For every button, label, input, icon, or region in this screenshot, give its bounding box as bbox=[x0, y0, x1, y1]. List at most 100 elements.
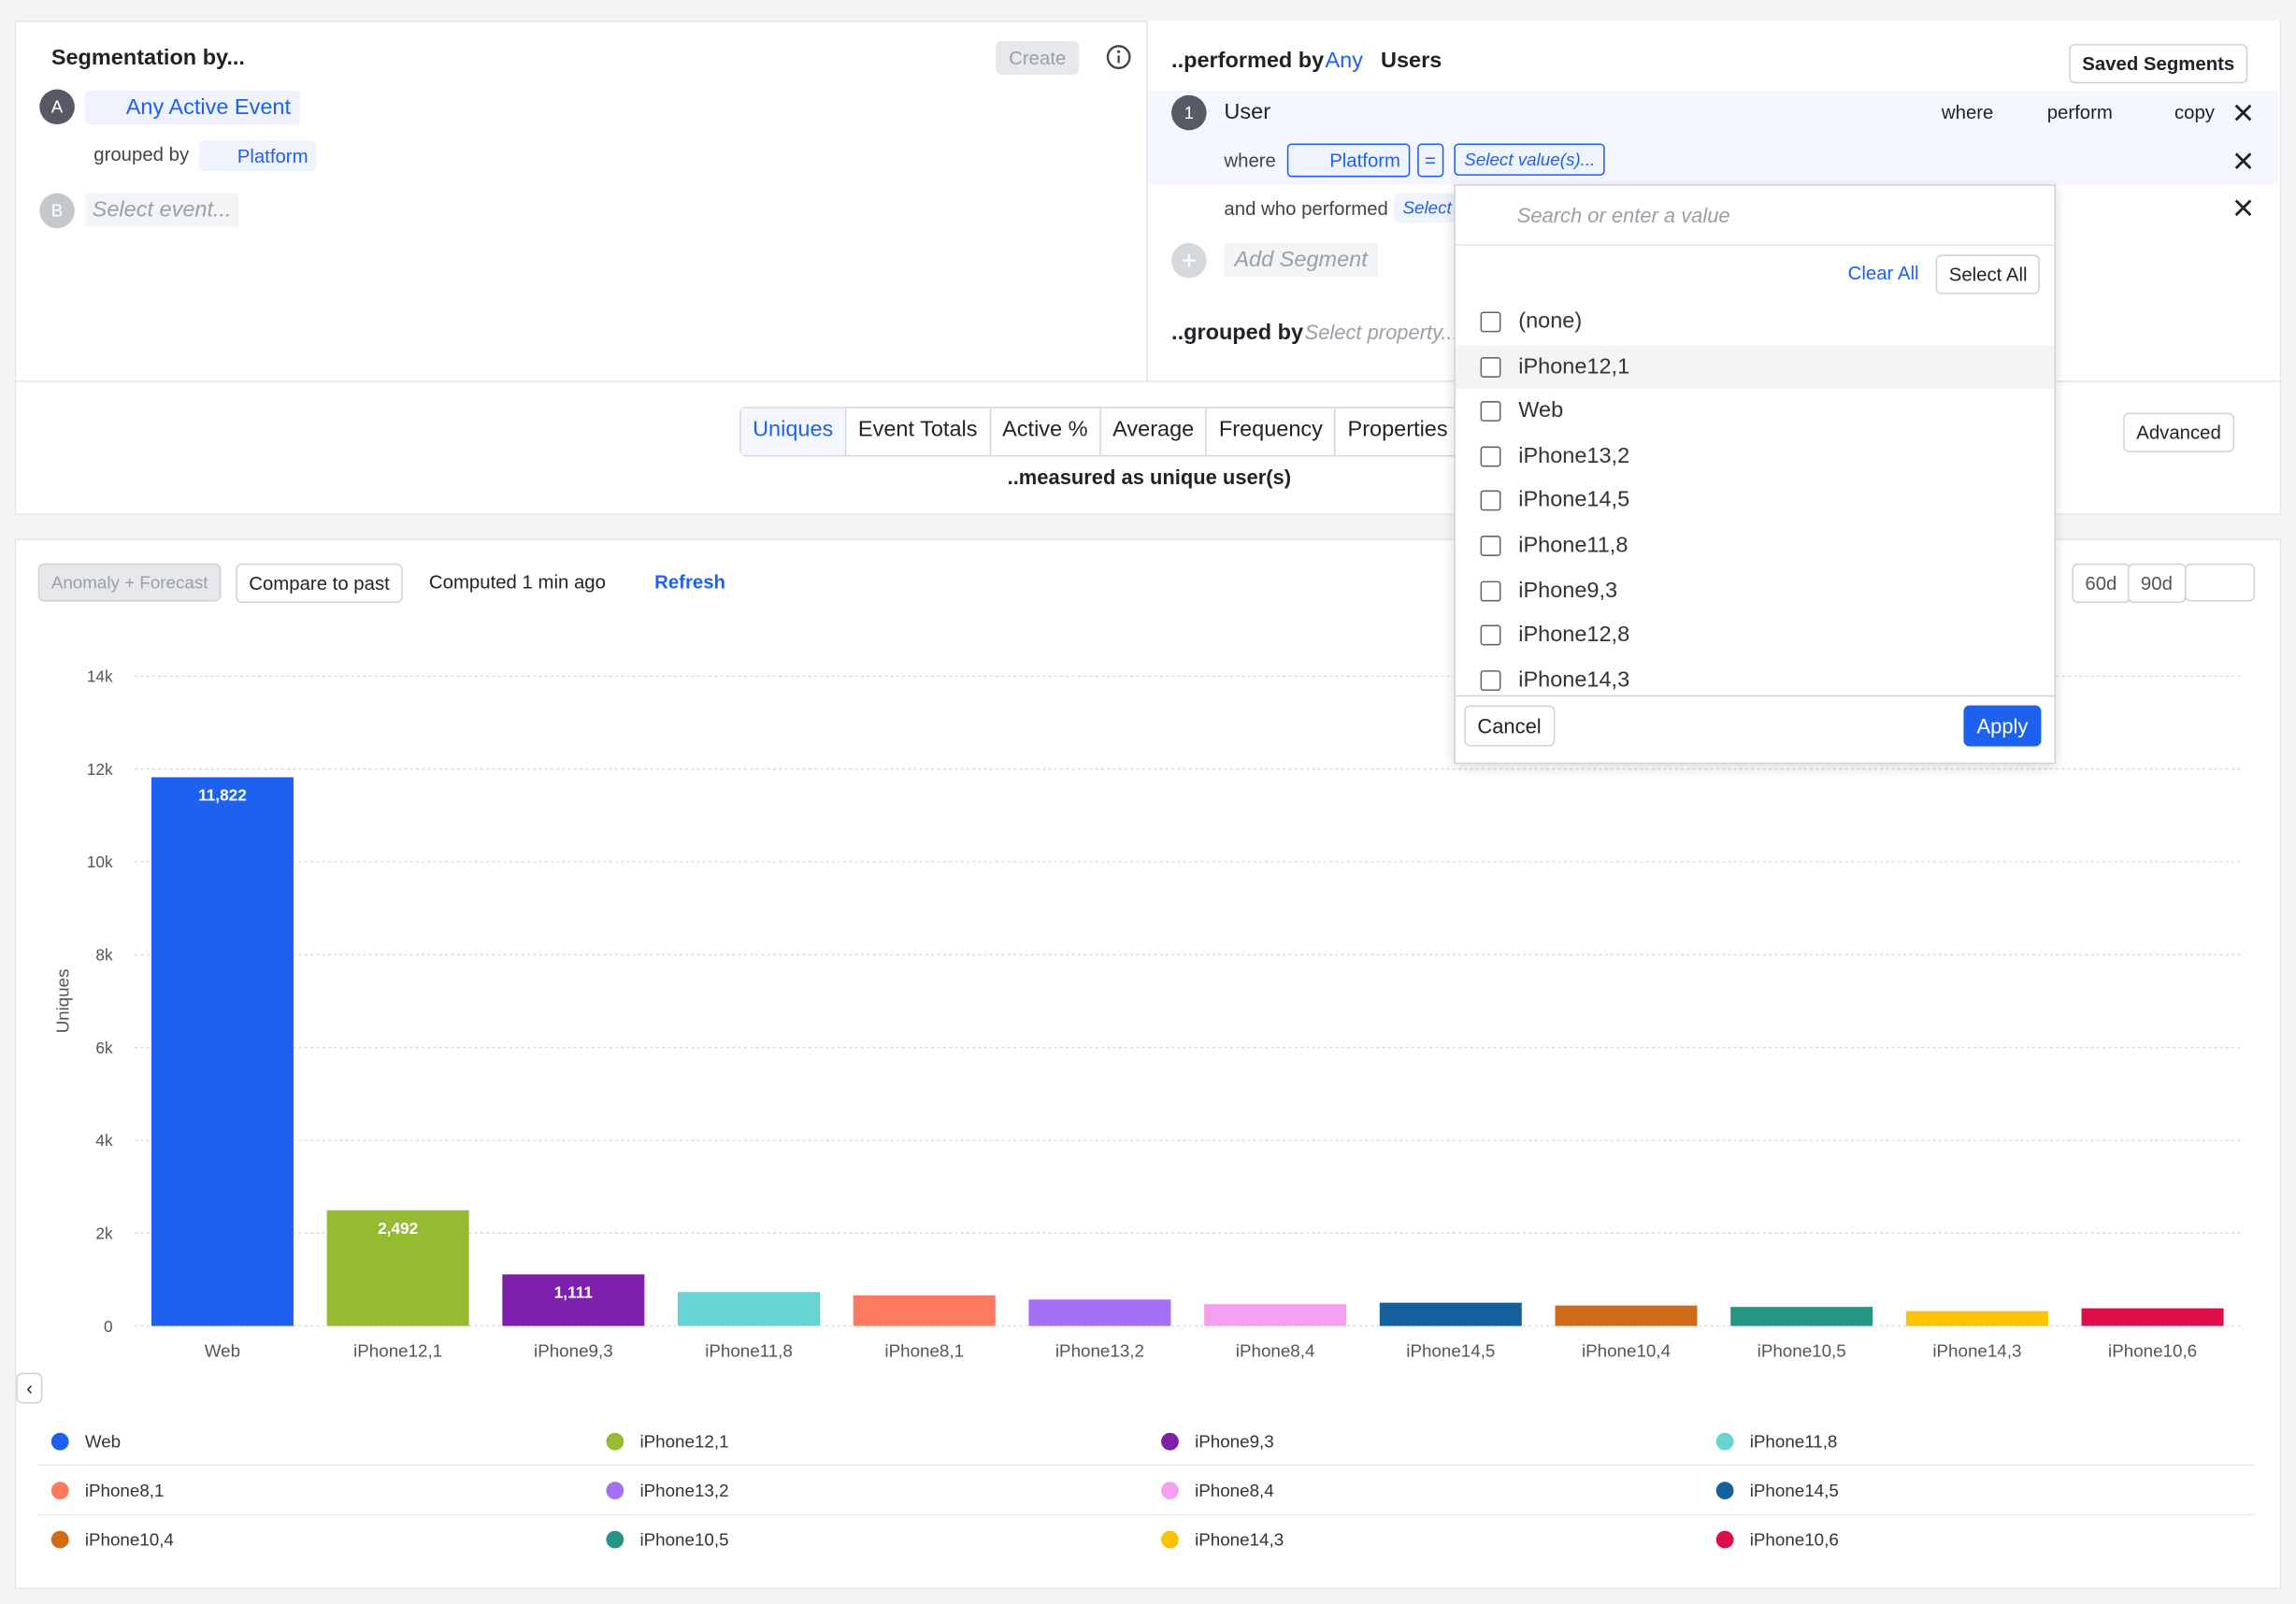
clear-all[interactable]: Clear All bbox=[1847, 262, 1919, 284]
checkbox[interactable] bbox=[1480, 669, 1501, 691]
checkbox[interactable] bbox=[1480, 356, 1501, 378]
checkbox[interactable] bbox=[1480, 311, 1501, 333]
legend-label: iPhone8,1 bbox=[85, 1481, 165, 1500]
add-icon[interactable]: + bbox=[1171, 242, 1207, 279]
metric-tab[interactable]: Uniques bbox=[740, 408, 845, 455]
range-button[interactable]: 60d bbox=[2072, 563, 2131, 604]
x-tick-label: iPhone9,3 bbox=[534, 1340, 613, 1360]
cancel-button[interactable]: Cancel bbox=[1464, 705, 1555, 747]
any-select[interactable]: Any bbox=[1325, 48, 1364, 74]
metric-tab[interactable]: Properties bbox=[1334, 408, 1459, 455]
y-tick-label: 8k bbox=[95, 946, 113, 965]
legend-dot bbox=[1161, 1530, 1179, 1549]
value-select[interactable]: Select value(s)... bbox=[1454, 143, 1606, 176]
create-button[interactable]: Create bbox=[996, 40, 1080, 75]
info-icon bbox=[1106, 45, 1131, 69]
metric-tab[interactable]: Frequency bbox=[1205, 408, 1335, 455]
legend-dot bbox=[606, 1482, 624, 1500]
event-pill[interactable]: Any Active Event bbox=[84, 91, 300, 125]
option-label: iPhone11,8 bbox=[1518, 532, 1629, 558]
option-row[interactable]: Web bbox=[1456, 390, 2055, 434]
option-row[interactable]: iPhone12,1 bbox=[1455, 344, 2055, 389]
where-button[interactable]: where bbox=[1941, 101, 1994, 123]
group-pill[interactable]: Platform bbox=[199, 140, 317, 172]
option-row[interactable]: iPhone11,8 bbox=[1456, 524, 2055, 568]
legend-label: iPhone10,4 bbox=[85, 1529, 174, 1549]
x-tick-label: iPhone12,1 bbox=[353, 1340, 442, 1360]
close-icons[interactable] bbox=[2226, 95, 2261, 227]
option-row[interactable]: (none) bbox=[1456, 300, 2055, 344]
checkbox[interactable] bbox=[1480, 624, 1501, 646]
legend-dot bbox=[1715, 1432, 1734, 1451]
bar bbox=[678, 1292, 821, 1326]
copy-button[interactable]: copy bbox=[2174, 101, 2215, 123]
legend-dot bbox=[50, 1482, 69, 1500]
option-list: (none) iPhone12,1 Web iPhone13,2 iPhone14,5 i… bbox=[1455, 300, 2055, 695]
option-label: iPhone12,1 bbox=[1518, 353, 1630, 379]
legend-dot bbox=[1161, 1432, 1179, 1451]
add-segment[interactable]: Add Segment bbox=[1224, 242, 1378, 277]
grouped-by: ..grouped by bbox=[1171, 320, 1304, 346]
bar bbox=[1028, 1299, 1171, 1326]
option-label: Web bbox=[1518, 398, 1564, 423]
value-label: 2,492 bbox=[378, 1219, 418, 1238]
y-tick-label: 6k bbox=[95, 1038, 113, 1057]
checkbox[interactable] bbox=[1480, 580, 1501, 601]
metric-tabs: Uniques Event Totals Active % Average Freque… bbox=[739, 407, 1461, 457]
event-placeholder[interactable]: Select event... bbox=[84, 193, 239, 227]
range-button[interactable]: 90d bbox=[2127, 563, 2187, 604]
refresh-button[interactable]: Refresh bbox=[654, 570, 725, 594]
x-tick-label: Web bbox=[205, 1340, 240, 1360]
checkbox[interactable] bbox=[1480, 446, 1501, 467]
select-event[interactable]: Select bbox=[1394, 193, 1461, 222]
y-tick-label: 12k bbox=[87, 760, 113, 779]
section-title: Segmentation by... bbox=[50, 45, 245, 71]
apply-button[interactable]: Apply bbox=[1963, 705, 2042, 747]
who-performed: and who performed bbox=[1224, 197, 1388, 220]
option-row[interactable]: iPhone12,8 bbox=[1456, 613, 2055, 657]
legend-label: iPhone12,1 bbox=[639, 1431, 728, 1451]
perform-button[interactable]: perform bbox=[2046, 101, 2113, 123]
operator[interactable]: = bbox=[1417, 143, 1443, 178]
computed-label: Computed 1 min ago bbox=[428, 570, 606, 594]
checkbox[interactable] bbox=[1480, 401, 1501, 422]
x-tick-label: iPhone13,2 bbox=[1055, 1340, 1144, 1360]
legend-dot bbox=[606, 1530, 624, 1549]
bar bbox=[502, 1274, 645, 1326]
x-tick-label: iPhone10,6 bbox=[2108, 1340, 2197, 1360]
scroll-left[interactable]: ‹ bbox=[16, 1372, 43, 1404]
option-row[interactable]: iPhone9,3 bbox=[1456, 568, 2055, 612]
saved-segments[interactable]: Saved Segments bbox=[2069, 43, 2248, 84]
value-label: 1,111 bbox=[554, 1282, 594, 1301]
option-row[interactable]: iPhone14,3 bbox=[1456, 658, 2055, 695]
option-row[interactable]: iPhone14,5 bbox=[1456, 480, 2055, 523]
legend-label: Web bbox=[85, 1431, 121, 1451]
advanced-button[interactable]: Advanced bbox=[2123, 412, 2234, 452]
bar bbox=[1905, 1310, 2048, 1326]
metric-tab[interactable]: Average bbox=[1099, 408, 1206, 455]
bar bbox=[151, 777, 294, 1326]
measured-label: ..measured as unique user(s) bbox=[1007, 465, 1292, 489]
option-label: iPhone9,3 bbox=[1518, 577, 1618, 603]
calendar-button[interactable] bbox=[2184, 563, 2256, 602]
anomaly-button[interactable]: Anomaly + Forecast bbox=[37, 563, 222, 602]
search-input[interactable]: Search or enter a value bbox=[1516, 203, 1730, 227]
property-pill[interactable]: Platform bbox=[1286, 143, 1411, 178]
checkbox[interactable] bbox=[1480, 536, 1501, 556]
x-tick-label: iPhone10,5 bbox=[1758, 1340, 1846, 1360]
x-tick-label: iPhone11,8 bbox=[705, 1340, 793, 1360]
x-tick-label: iPhone14,3 bbox=[1932, 1340, 2021, 1360]
checkbox[interactable] bbox=[1480, 491, 1501, 512]
bar bbox=[1555, 1305, 1698, 1326]
option-row[interactable]: iPhone13,2 bbox=[1456, 435, 2055, 479]
legend-label: iPhone14,5 bbox=[1750, 1481, 1839, 1500]
select-all[interactable]: Select All bbox=[1935, 254, 2041, 294]
metric-tab[interactable]: Active % bbox=[989, 408, 1099, 455]
compare-button[interactable]: Compare to past bbox=[236, 563, 403, 604]
bar bbox=[326, 1210, 469, 1326]
legend-dot bbox=[50, 1432, 69, 1451]
property-placeholder[interactable]: Select property... bbox=[1304, 320, 1458, 344]
metric-tab[interactable]: Event Totals bbox=[844, 408, 989, 455]
